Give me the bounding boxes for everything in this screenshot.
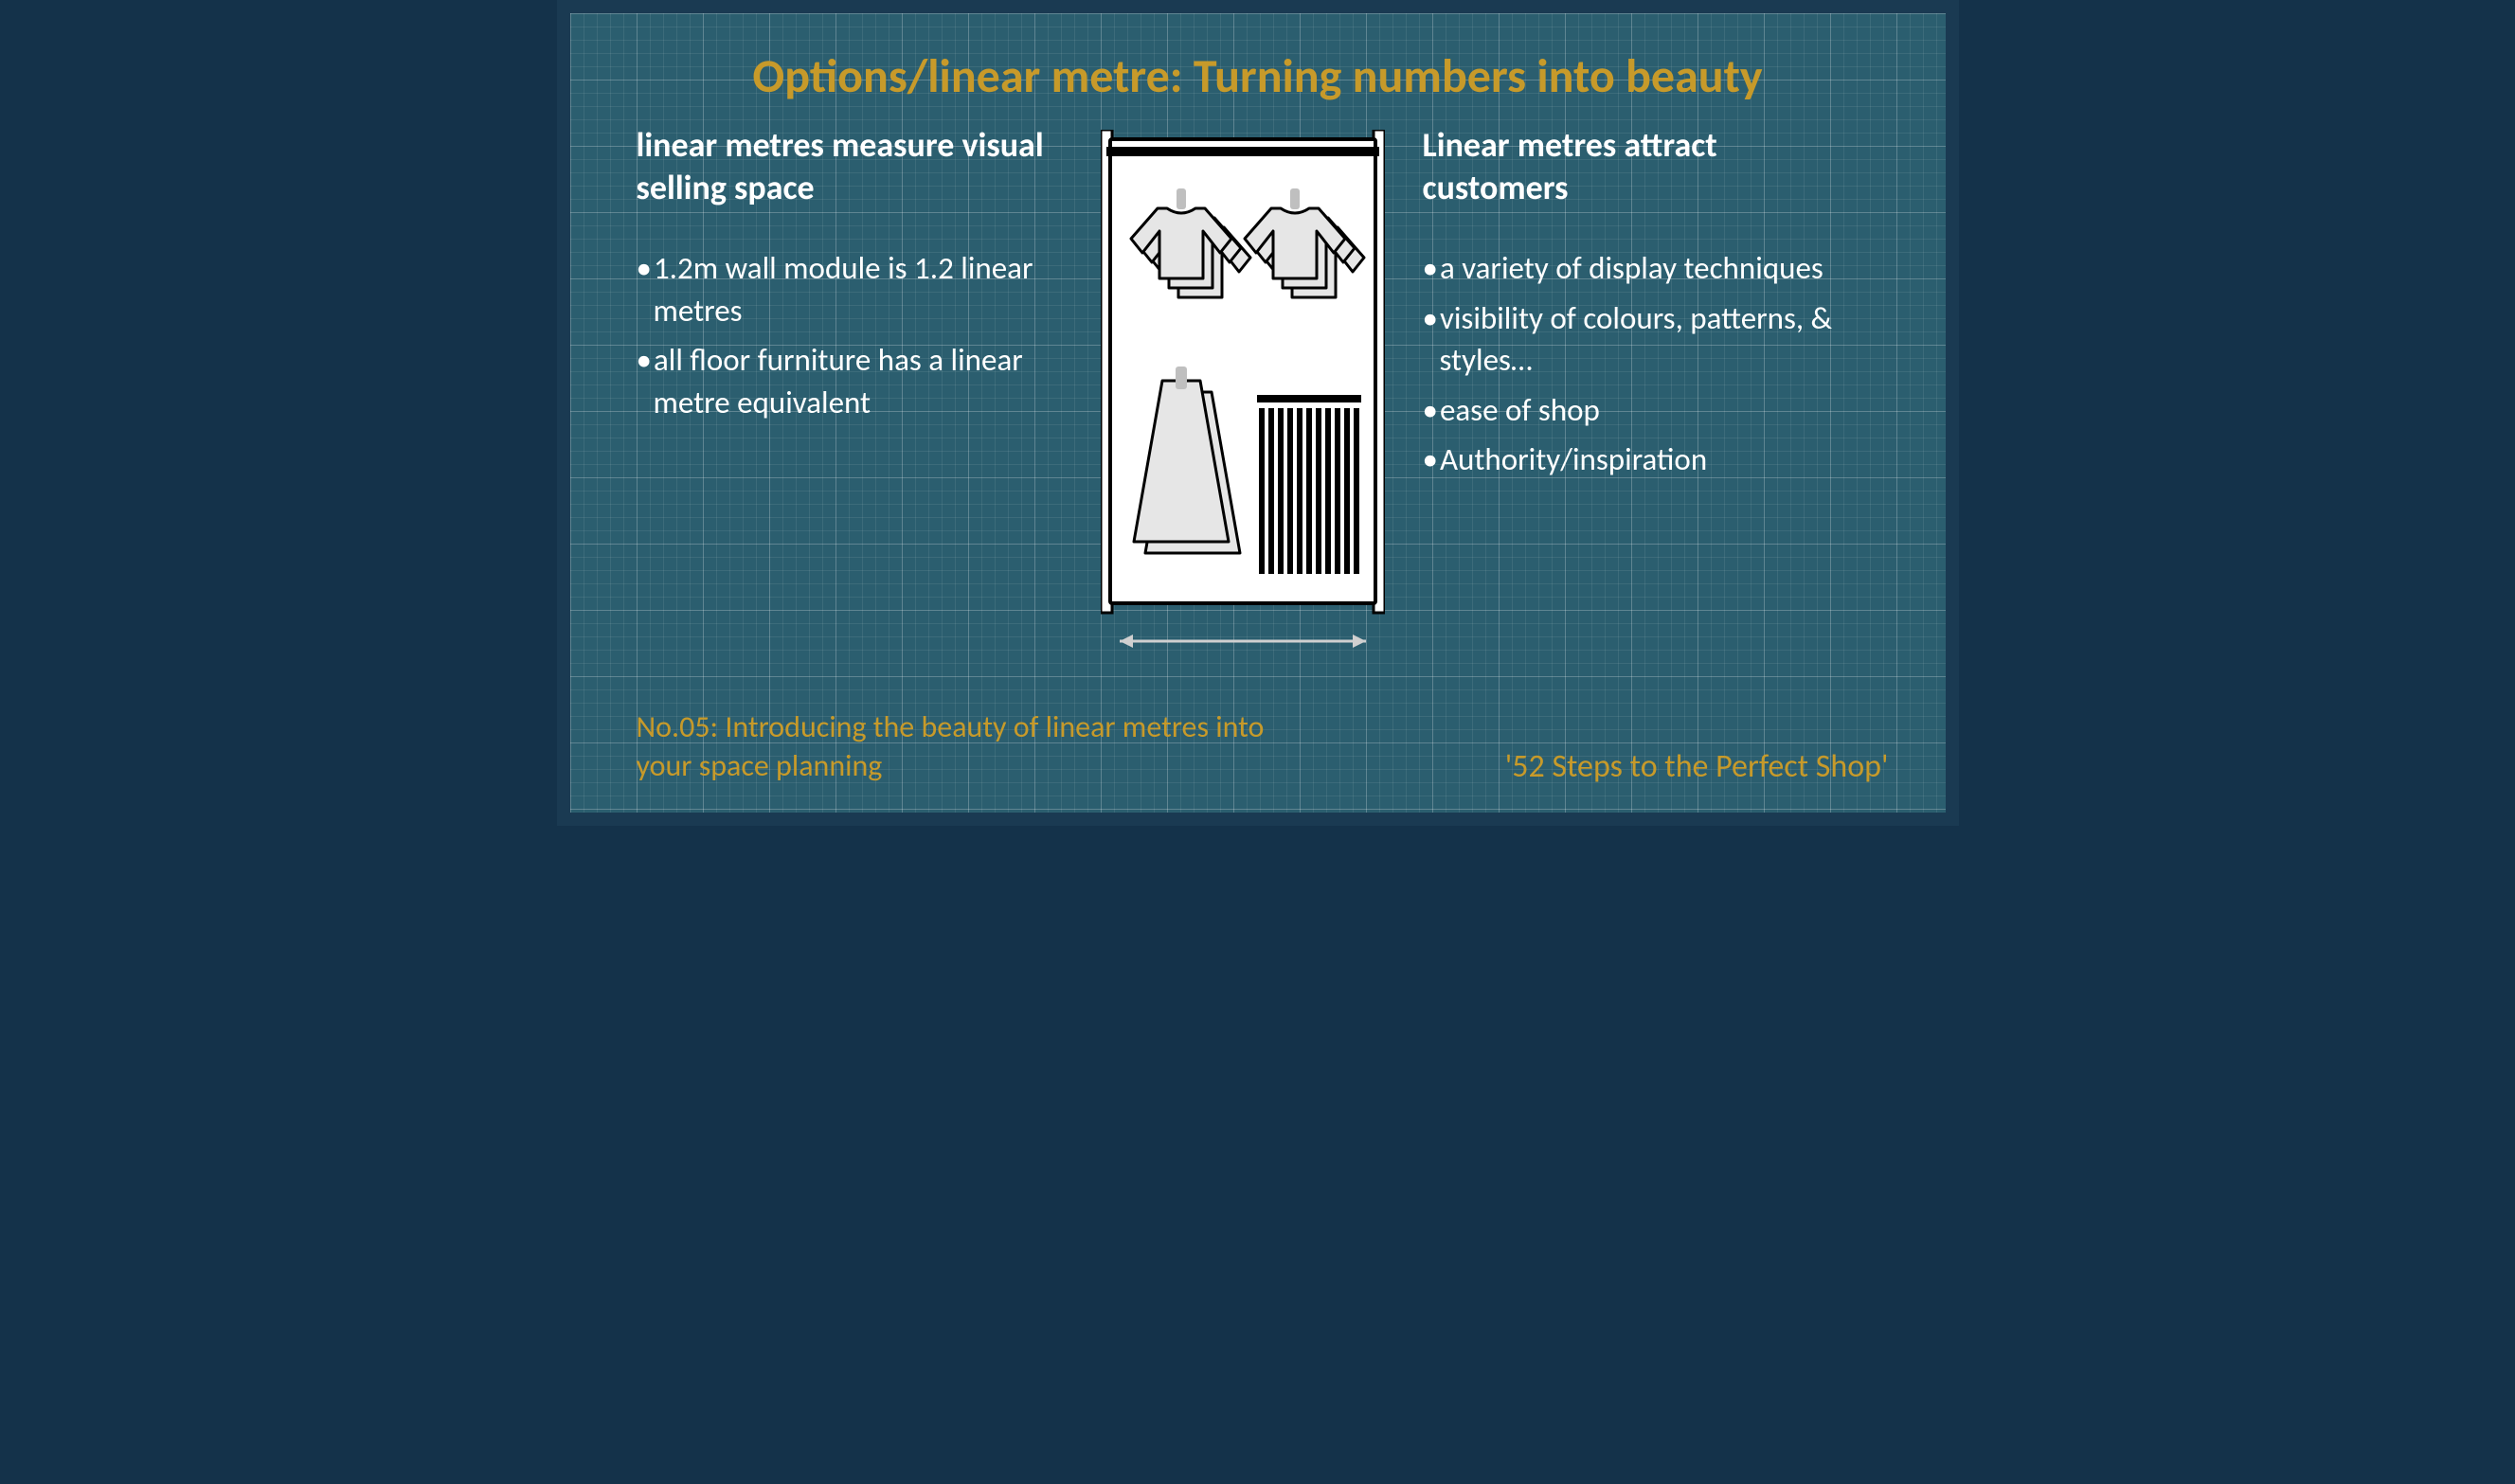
left-heading: linear metres measure visual selling spa… — [637, 124, 1063, 209]
footer-right-text: '52 Steps to the Perfect Shop' — [1505, 747, 1889, 786]
clothing-display-illustration — [1101, 130, 1385, 670]
slide: Options/linear metre: Turning numbers in… — [557, 0, 1959, 826]
left-bullets: 1.2m wall module is 1.2 linear metresall… — [637, 247, 1063, 423]
bullet-item: ease of shop — [1423, 389, 1849, 432]
bullet-item: a variety of display techniques — [1423, 247, 1849, 290]
right-heading: Linear metres attract customers — [1423, 124, 1849, 209]
footer-left-text: No.05: Introducing the beauty of linear … — [637, 707, 1319, 786]
bullet-item: Authority/inspiration — [1423, 438, 1849, 481]
content-row: linear metres measure visual selling spa… — [570, 115, 1946, 670]
bullet-item: all floor furniture has a linear metre e… — [637, 339, 1063, 423]
page-title: Options/linear metre: Turning numbers in… — [570, 13, 1946, 115]
right-column: Linear metres attract customers a variet… — [1423, 124, 1849, 670]
left-column: linear metres measure visual selling spa… — [637, 124, 1063, 670]
bullet-item: visibility of colours, patterns, & style… — [1423, 297, 1849, 382]
center-illustration-column — [1082, 124, 1404, 670]
bullet-item: 1.2m wall module is 1.2 linear metres — [637, 247, 1063, 331]
right-bullets: a variety of display techniques visibilit… — [1423, 247, 1849, 481]
